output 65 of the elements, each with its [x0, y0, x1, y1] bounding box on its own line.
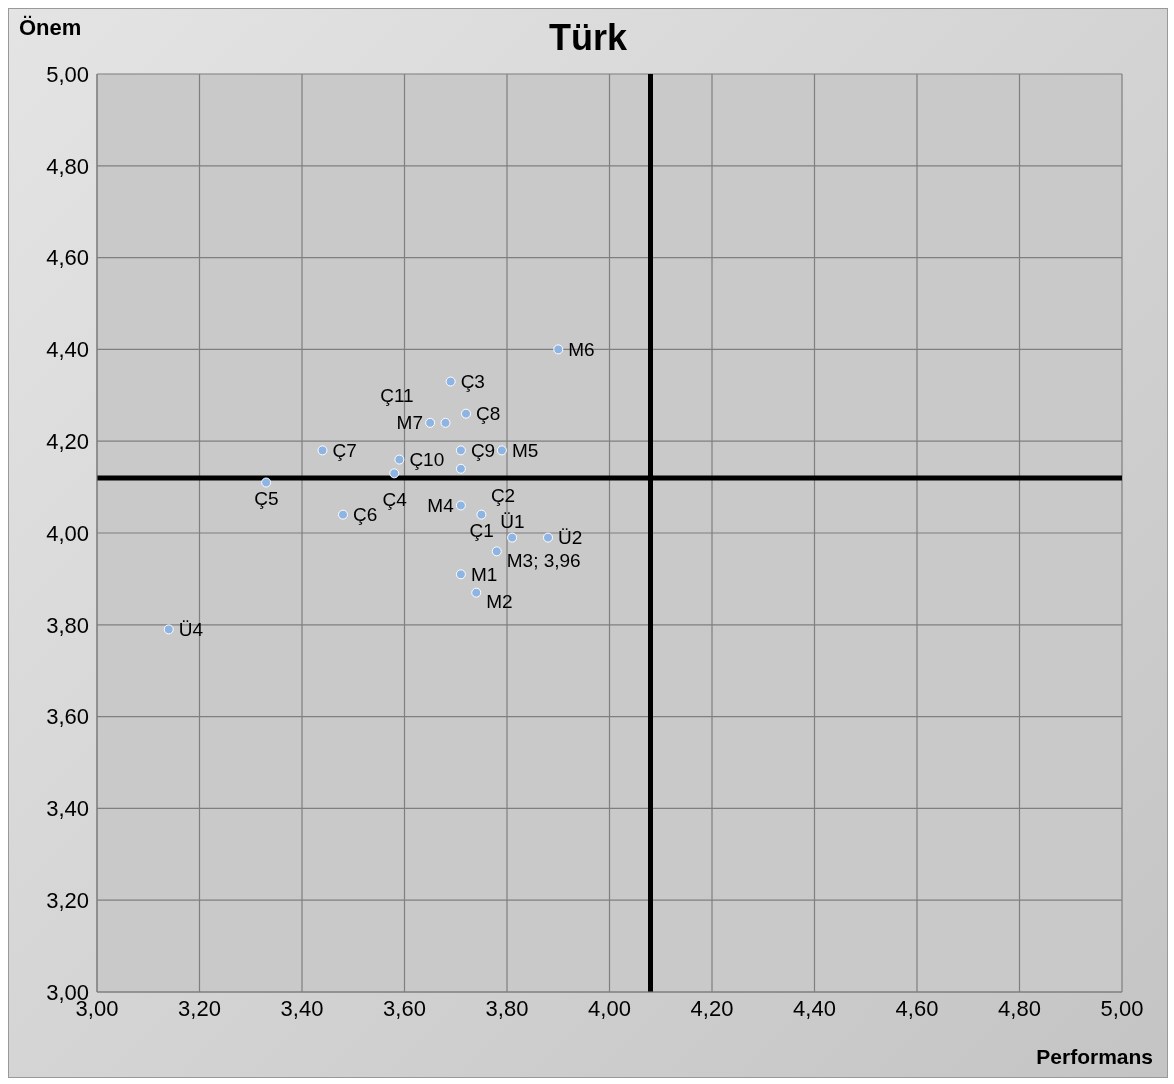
point — [440, 417, 451, 428]
point — [496, 445, 507, 456]
point — [476, 509, 487, 520]
y-tick-label: 3,40 — [46, 796, 89, 822]
point — [389, 468, 400, 479]
y-tick-label: 5,00 — [46, 61, 89, 87]
point — [553, 344, 564, 355]
x-tick-label: 3,40 — [280, 995, 324, 1021]
point — [445, 376, 456, 387]
x-tick-label: 5,00 — [1100, 995, 1144, 1021]
y-tick-label: 4,40 — [46, 337, 89, 363]
annotation: M1 — [470, 563, 498, 585]
point — [317, 445, 328, 456]
annotation: Ç9 — [470, 439, 496, 461]
annotation: Ç8 — [476, 403, 501, 425]
y-tick-label: 4,60 — [46, 245, 89, 271]
point — [455, 500, 466, 511]
point — [461, 408, 471, 419]
point — [338, 509, 348, 520]
chart-title: Türk — [548, 17, 627, 58]
y-tick-label: 3,60 — [46, 704, 89, 730]
annotation: M4 — [427, 494, 455, 516]
y-tick-label: 3,20 — [46, 888, 89, 914]
y-tick-label: 4,20 — [46, 429, 89, 455]
annotation: Ç10 — [409, 449, 445, 471]
annotation: M7 — [396, 412, 423, 434]
x-tick-label: 3,60 — [383, 995, 426, 1021]
y-tick-label: 3,80 — [46, 612, 89, 638]
x-tick-label: 4,20 — [690, 995, 734, 1021]
annotation: Ü4 — [178, 618, 204, 640]
annotation: M3; 3,96 — [506, 549, 581, 571]
point — [455, 463, 466, 474]
point — [394, 454, 405, 465]
point — [455, 569, 466, 580]
x-tick-label: 4,60 — [895, 995, 939, 1021]
annotation: Ü1 — [500, 511, 525, 533]
point — [425, 417, 436, 428]
y-tick-label: 4,00 — [46, 520, 89, 546]
x-tick-label: 3,20 — [178, 995, 221, 1021]
point — [163, 624, 174, 635]
point — [507, 532, 518, 543]
annotation: Ç2 — [490, 485, 516, 507]
annotation: Ç7 — [332, 439, 357, 461]
y-axis-title: Önem — [19, 15, 82, 41]
annotation: M5 — [511, 439, 539, 461]
point — [471, 587, 482, 598]
point — [491, 546, 502, 557]
annotation: M6 — [568, 338, 595, 360]
x-axis-title: Performans — [1036, 1045, 1153, 1069]
annotation: Ç1 — [469, 520, 494, 542]
x-tick-label: 3,80 — [485, 995, 529, 1021]
point — [261, 477, 272, 488]
annotation: Ç6 — [353, 504, 378, 526]
annotation: Ç3 — [460, 371, 485, 393]
point — [543, 532, 553, 543]
x-tick-label: 4,40 — [793, 995, 836, 1021]
x-tick-label: 4,00 — [588, 995, 631, 1021]
annotation: M2 — [486, 591, 513, 613]
x-tick-label: 4,80 — [998, 995, 1041, 1021]
y-tick-label: 4,80 — [46, 153, 89, 179]
annotation: Ç11 — [380, 385, 414, 407]
annotation: Ç4 — [382, 488, 408, 510]
point — [455, 445, 466, 456]
annotation: Ç5 — [254, 488, 279, 510]
annotation: Ü2 — [558, 527, 583, 549]
